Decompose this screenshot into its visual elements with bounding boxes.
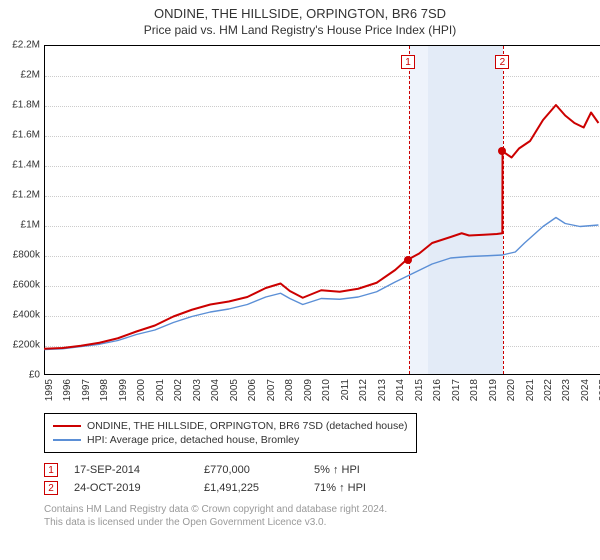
y-axis-label: £1M [21, 220, 40, 231]
x-axis-label: 2010 [321, 379, 332, 401]
sale-point-icon [498, 147, 506, 155]
legend-item-hpi: HPI: Average price, detached house, Brom… [53, 434, 408, 446]
sale-price: £770,000 [204, 464, 314, 476]
chart-lines [44, 45, 600, 375]
x-axis-label: 1997 [81, 379, 92, 401]
sale-date: 17-SEP-2014 [74, 464, 204, 476]
sale-pct: 5% ↑ HPI [314, 464, 404, 476]
x-axis-label: 2017 [451, 379, 462, 401]
credits: Contains HM Land Registry data © Crown c… [44, 503, 592, 529]
credit-line: Contains HM Land Registry data © Crown c… [44, 503, 592, 516]
x-axis-label: 2009 [303, 379, 314, 401]
y-axis-label: £600k [13, 280, 40, 291]
x-axis-label: 1996 [62, 379, 73, 401]
y-axis-label: £800k [13, 250, 40, 261]
x-axis-label: 2011 [340, 379, 351, 401]
sale-point-icon [404, 256, 412, 264]
x-axis-label: 1999 [118, 379, 129, 401]
sale-marker-icon: 2 [44, 481, 58, 495]
x-axis-label: 2019 [488, 379, 499, 401]
chart-plot-area: £0£200k£400k£600k£800k£1M£1.2M£1.4M£1.6M… [44, 45, 600, 375]
chart-title: ONDINE, THE HILLSIDE, ORPINGTON, BR6 7SD [8, 6, 592, 21]
y-axis-label: £1.2M [12, 190, 40, 201]
x-axis-label: 2005 [229, 379, 240, 401]
x-axis-label: 2012 [358, 379, 369, 401]
y-axis-label: £2.2M [12, 40, 40, 51]
chart-subtitle: Price paid vs. HM Land Registry's House … [8, 23, 592, 37]
legend-label: ONDINE, THE HILLSIDE, ORPINGTON, BR6 7SD… [87, 420, 408, 432]
y-axis-label: £400k [13, 310, 40, 321]
sale-marker-icon: 1 [401, 55, 415, 69]
chart-container: ONDINE, THE HILLSIDE, ORPINGTON, BR6 7SD… [0, 0, 600, 560]
sale-marker-icon: 2 [495, 55, 509, 69]
x-axis-label: 2000 [136, 379, 147, 401]
x-axis-label: 2008 [284, 379, 295, 401]
x-axis-label: 2024 [580, 379, 591, 401]
legend-swatch [53, 439, 81, 441]
sale-price: £1,491,225 [204, 482, 314, 494]
y-axis-label: £0 [29, 370, 40, 381]
x-axis-label: 2004 [210, 379, 221, 401]
x-axis-label: 2001 [155, 379, 166, 401]
x-axis-label: 2016 [432, 379, 443, 401]
legend-label: HPI: Average price, detached house, Brom… [87, 434, 299, 446]
y-axis-label: £200k [13, 340, 40, 351]
sales-table: 1 17-SEP-2014 £770,000 5% ↑ HPI 2 24-OCT… [44, 463, 592, 495]
sale-marker-icon: 1 [44, 463, 58, 477]
x-axis-label: 2003 [192, 379, 203, 401]
x-axis-label: 2006 [247, 379, 258, 401]
y-axis-label: £1.8M [12, 100, 40, 111]
y-axis-label: £2M [21, 70, 40, 81]
legend: ONDINE, THE HILLSIDE, ORPINGTON, BR6 7SD… [44, 413, 417, 453]
x-axis-label: 2002 [173, 379, 184, 401]
sale-row: 2 24-OCT-2019 £1,491,225 71% ↑ HPI [44, 481, 592, 495]
x-axis-label: 2022 [543, 379, 554, 401]
y-axis-label: £1.4M [12, 160, 40, 171]
x-axis-label: 2018 [469, 379, 480, 401]
x-axis-label: 2023 [561, 379, 572, 401]
x-axis-label: 2021 [525, 379, 536, 401]
sale-row: 1 17-SEP-2014 £770,000 5% ↑ HPI [44, 463, 592, 477]
sale-date: 24-OCT-2019 [74, 482, 204, 494]
x-axis-label: 2007 [266, 379, 277, 401]
y-axis-label: £1.6M [12, 130, 40, 141]
legend-swatch [53, 425, 81, 427]
credit-line: This data is licensed under the Open Gov… [44, 516, 592, 529]
x-axis-label: 2020 [506, 379, 517, 401]
x-axis-label: 2013 [377, 379, 388, 401]
sale-pct: 71% ↑ HPI [314, 482, 404, 494]
x-axis-label: 2014 [395, 379, 406, 401]
x-axis-label: 2015 [414, 379, 425, 401]
legend-item-property: ONDINE, THE HILLSIDE, ORPINGTON, BR6 7SD… [53, 420, 408, 432]
x-axis-label: 1995 [44, 379, 55, 401]
x-axis-label: 1998 [99, 379, 110, 401]
